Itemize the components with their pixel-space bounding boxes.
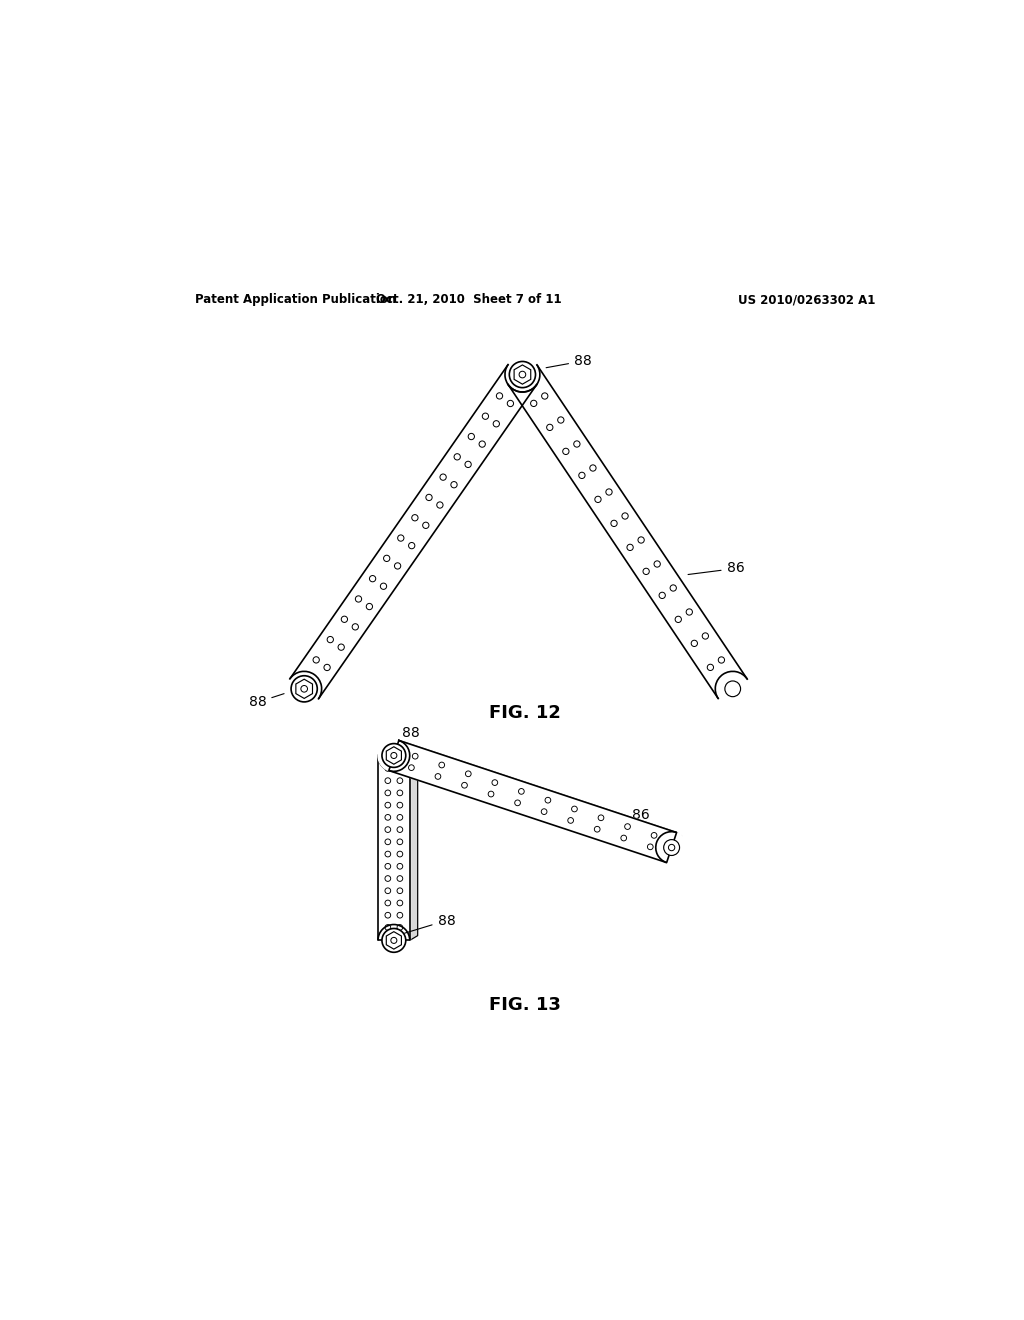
Ellipse shape	[715, 672, 751, 706]
Ellipse shape	[505, 358, 540, 392]
Ellipse shape	[287, 672, 322, 706]
Text: 88: 88	[401, 726, 420, 741]
Text: 88: 88	[249, 693, 284, 709]
Text: 86: 86	[583, 808, 649, 821]
Text: US 2010/0263302 A1: US 2010/0263302 A1	[738, 293, 876, 306]
Text: FIG. 12: FIG. 12	[488, 704, 561, 722]
Polygon shape	[508, 364, 748, 698]
Text: Patent Application Publication: Patent Application Publication	[196, 293, 396, 306]
Polygon shape	[290, 364, 537, 698]
Polygon shape	[389, 741, 677, 862]
Ellipse shape	[655, 832, 687, 863]
Polygon shape	[378, 755, 410, 940]
Ellipse shape	[378, 739, 410, 771]
Text: Oct. 21, 2010  Sheet 7 of 11: Oct. 21, 2010 Sheet 7 of 11	[377, 293, 562, 306]
Ellipse shape	[505, 358, 540, 392]
Polygon shape	[410, 751, 418, 940]
Ellipse shape	[378, 739, 410, 771]
Circle shape	[664, 840, 680, 855]
Circle shape	[382, 928, 406, 952]
Circle shape	[509, 362, 536, 388]
Circle shape	[291, 676, 317, 702]
Text: 88: 88	[404, 913, 456, 933]
Polygon shape	[399, 741, 682, 837]
Text: FIG. 13: FIG. 13	[488, 997, 561, 1015]
Circle shape	[382, 743, 406, 767]
Ellipse shape	[378, 924, 410, 956]
Text: 86: 86	[688, 561, 744, 576]
Text: 88: 88	[546, 354, 592, 368]
